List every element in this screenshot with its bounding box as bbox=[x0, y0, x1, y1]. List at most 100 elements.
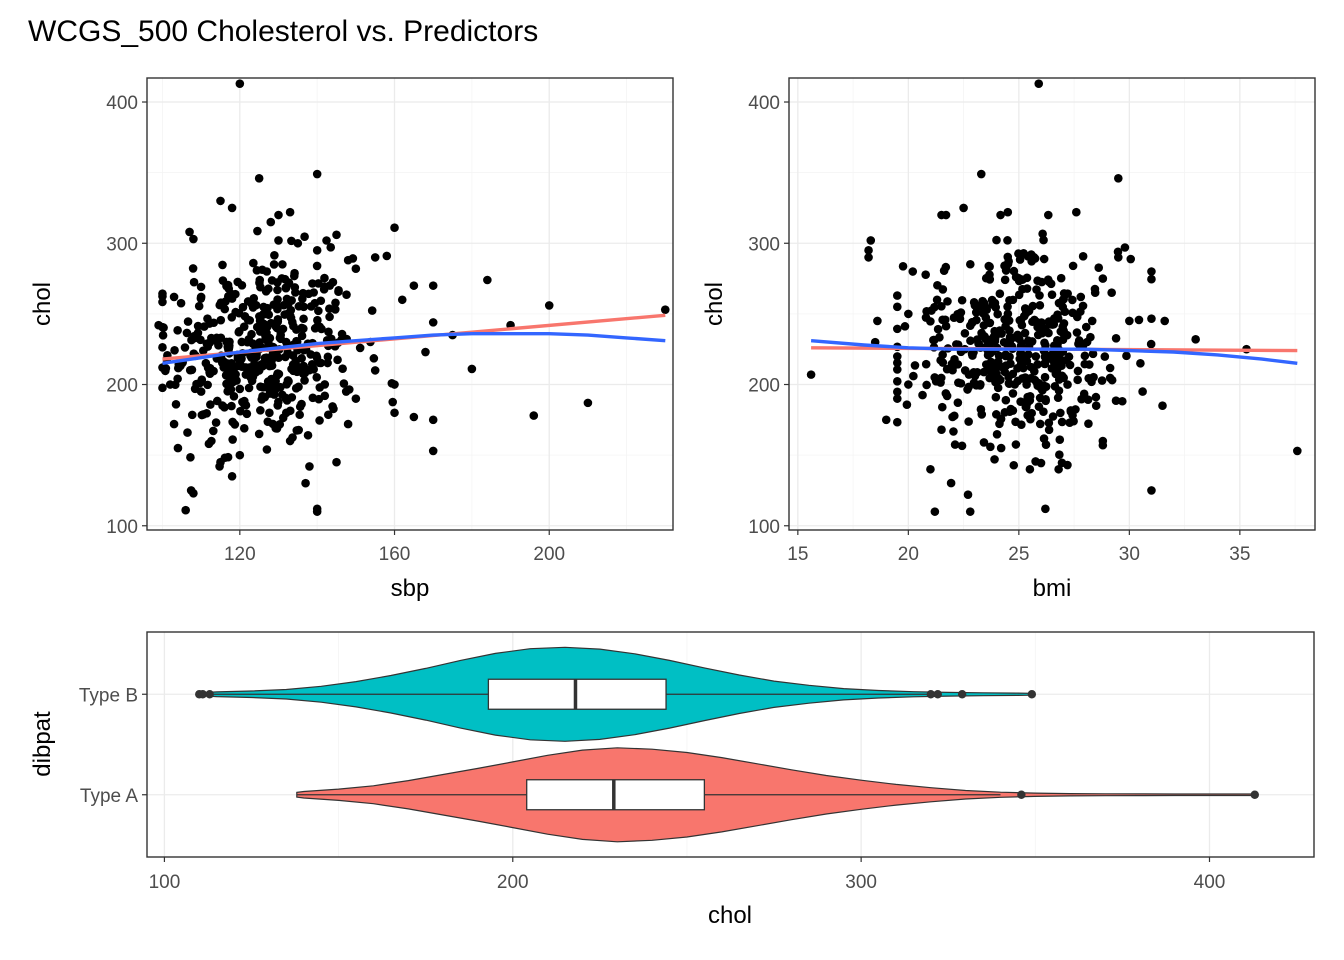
data-point bbox=[1039, 254, 1049, 264]
data-point bbox=[995, 289, 1005, 299]
data-point bbox=[1147, 267, 1156, 276]
data-point bbox=[283, 309, 292, 319]
data-point bbox=[266, 376, 276, 385]
data-point bbox=[195, 378, 205, 388]
data-point bbox=[271, 423, 281, 433]
data-point bbox=[953, 398, 963, 407]
data-point bbox=[1098, 274, 1108, 283]
data-point bbox=[960, 328, 970, 338]
data-point bbox=[583, 398, 593, 408]
data-point bbox=[941, 262, 951, 272]
data-point bbox=[299, 302, 309, 312]
data-point bbox=[370, 366, 380, 375]
data-point bbox=[1091, 392, 1101, 402]
data-point bbox=[158, 331, 168, 340]
loess-fit-line bbox=[810, 339, 1298, 365]
data-point bbox=[227, 312, 237, 322]
data-point bbox=[292, 336, 301, 346]
panel-dibpat-ylabel: dibpat bbox=[29, 711, 56, 777]
data-point bbox=[1094, 263, 1104, 273]
data-point bbox=[892, 377, 902, 386]
outlier-point bbox=[1017, 790, 1026, 799]
y-tick-label: 100 bbox=[106, 517, 138, 538]
data-point bbox=[189, 234, 198, 244]
data-point bbox=[1080, 359, 1090, 369]
data-point bbox=[1097, 376, 1107, 385]
data-point bbox=[1126, 254, 1136, 264]
data-point bbox=[990, 298, 1000, 308]
data-point bbox=[281, 283, 291, 293]
data-point bbox=[1091, 401, 1101, 411]
data-point bbox=[892, 365, 902, 374]
data-point bbox=[169, 292, 179, 302]
data-point bbox=[904, 309, 913, 319]
data-point bbox=[233, 361, 243, 371]
data-point bbox=[1111, 396, 1121, 406]
data-point bbox=[276, 330, 285, 340]
data-point bbox=[1088, 349, 1098, 359]
data-point bbox=[276, 382, 285, 392]
panel-bmi-border bbox=[788, 77, 1316, 531]
data-point bbox=[234, 327, 244, 337]
data-point bbox=[966, 259, 975, 269]
data-point bbox=[948, 412, 957, 422]
data-point bbox=[937, 302, 946, 311]
data-point bbox=[176, 298, 186, 308]
data-point bbox=[273, 314, 283, 324]
data-point bbox=[1076, 307, 1085, 316]
data-point bbox=[272, 323, 282, 333]
data-point bbox=[263, 303, 272, 313]
data-point bbox=[428, 281, 438, 290]
data-point bbox=[315, 416, 324, 425]
data-point bbox=[936, 355, 945, 365]
data-point bbox=[864, 253, 873, 262]
data-point bbox=[1083, 395, 1093, 404]
data-point bbox=[249, 258, 258, 268]
data-point bbox=[290, 283, 300, 292]
data-point bbox=[898, 261, 908, 271]
data-point bbox=[1082, 337, 1092, 347]
data-point bbox=[274, 236, 283, 245]
data-point bbox=[295, 410, 304, 420]
data-point bbox=[979, 321, 989, 330]
data-point bbox=[1003, 236, 1012, 245]
y-tick-label: 100 bbox=[748, 517, 780, 538]
data-point bbox=[183, 317, 193, 326]
data-point bbox=[193, 328, 203, 338]
panel-dibpat-border bbox=[146, 631, 1315, 858]
x-tick-label: 30 bbox=[1119, 544, 1140, 565]
data-point bbox=[158, 289, 167, 299]
data-point bbox=[237, 354, 246, 364]
data-point bbox=[274, 210, 283, 220]
outlier-point bbox=[198, 690, 207, 699]
panel-sbp-xlabel: sbp bbox=[391, 575, 430, 602]
data-point bbox=[1056, 273, 1066, 283]
data-point bbox=[1080, 351, 1090, 361]
data-point bbox=[1034, 79, 1044, 88]
data-point bbox=[273, 401, 283, 410]
data-point bbox=[220, 402, 229, 412]
data-point bbox=[1035, 291, 1044, 300]
data-point bbox=[300, 232, 309, 242]
data-point bbox=[267, 356, 277, 365]
data-point bbox=[343, 419, 353, 429]
data-point bbox=[1029, 367, 1039, 376]
y-tick-label: 400 bbox=[106, 93, 138, 114]
data-point bbox=[1008, 369, 1018, 379]
data-point bbox=[324, 327, 333, 337]
data-point bbox=[165, 380, 175, 389]
data-point bbox=[255, 278, 264, 288]
data-point bbox=[181, 505, 190, 515]
data-point bbox=[1084, 419, 1093, 428]
data-point bbox=[278, 260, 287, 269]
data-point bbox=[295, 402, 305, 412]
data-point bbox=[1027, 408, 1037, 418]
data-point bbox=[921, 270, 930, 279]
data-point bbox=[1040, 359, 1050, 369]
data-point bbox=[254, 429, 264, 439]
data-point bbox=[1015, 354, 1025, 364]
data-point bbox=[1041, 396, 1051, 406]
data-point bbox=[382, 251, 392, 261]
y-tick-label: 300 bbox=[748, 234, 780, 255]
data-point bbox=[203, 380, 212, 390]
